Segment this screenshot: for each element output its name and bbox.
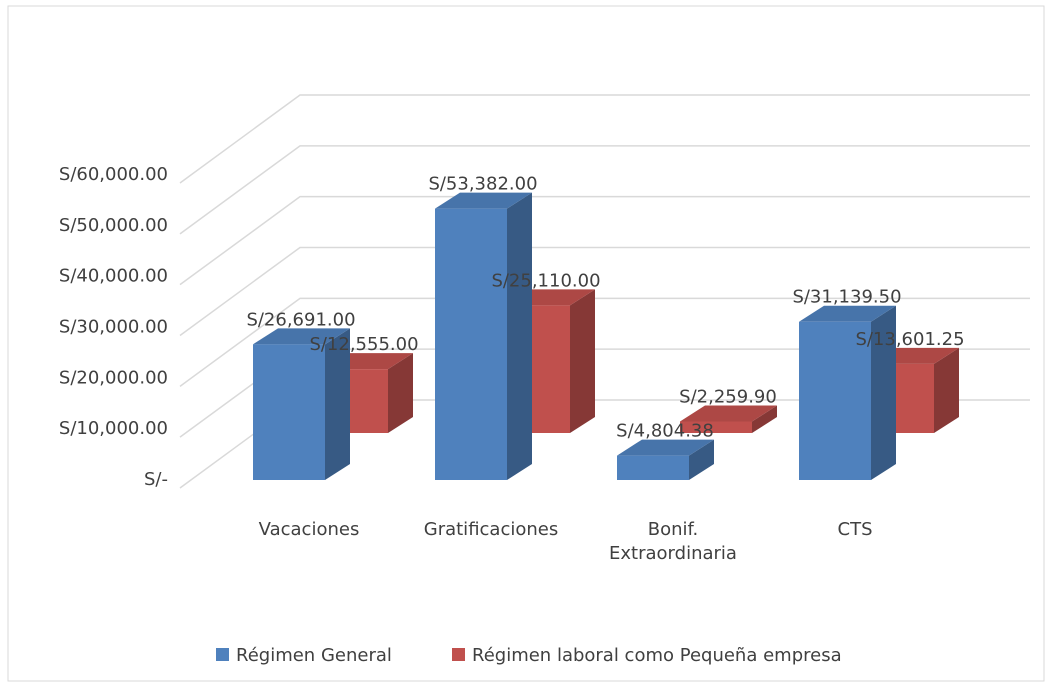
bar-side [388, 353, 413, 433]
bar-side [871, 305, 896, 480]
bar-front [617, 455, 689, 480]
bar-front [799, 321, 871, 480]
bar-top [680, 405, 777, 422]
bar [799, 305, 896, 480]
y-tick-label: S/40,000.00 [59, 266, 168, 287]
bar-top [799, 305, 896, 322]
bar-side [689, 439, 714, 480]
data-label: S/26,691.00 [246, 309, 355, 330]
bar [253, 328, 350, 480]
bar-top [253, 328, 350, 345]
data-label: S/53,382.00 [428, 174, 537, 195]
grid-line [179, 297, 1030, 387]
bar-top [617, 439, 714, 456]
y-tick-label: S/50,000.00 [59, 215, 168, 236]
x-tick-label: CTS [837, 519, 873, 540]
x-tick-label: Bonif. Extraordinaria [609, 519, 737, 564]
bar [680, 405, 777, 433]
bar-side [507, 192, 532, 481]
bar-front [680, 421, 752, 433]
y-tick-label: S/20,000.00 [59, 367, 168, 388]
grid-line [179, 145, 1030, 235]
x-tick-label: Gratificaciones [423, 519, 559, 540]
data-label: S/25,110.00 [491, 270, 600, 291]
bar-side [570, 289, 595, 433]
legend-swatch [216, 648, 229, 661]
bar-side [934, 347, 959, 433]
bar-front [253, 344, 325, 480]
grid-line [179, 246, 1030, 337]
data-label: S/4,804.38 [616, 421, 714, 442]
grid-line [179, 195, 1030, 286]
y-tick-label: S/60,000.00 [59, 164, 168, 185]
y-tick-label: S/30,000.00 [59, 317, 168, 338]
bar-side [752, 405, 777, 433]
data-label: S/12,555.00 [309, 334, 418, 355]
bar-side [325, 328, 350, 480]
data-label: S/13,601.25 [855, 329, 964, 350]
bar [435, 192, 532, 481]
chart-border [7, 5, 1045, 682]
data-label: S/31,139.50 [792, 287, 901, 308]
legend-label: Régimen laboral como Pequeña empresa [472, 645, 842, 666]
x-tick-label: Vacaciones [258, 519, 360, 540]
bar [617, 439, 714, 480]
y-tick-label: S/10,000.00 [59, 418, 168, 439]
grid-line [179, 94, 1030, 184]
legend-swatch [452, 648, 465, 661]
bar-front [435, 208, 507, 481]
bar-top [435, 192, 532, 209]
y-tick-label: S/- [144, 469, 168, 490]
legend-label: Régimen General [236, 645, 392, 666]
data-label: S/2,259.90 [679, 387, 777, 408]
